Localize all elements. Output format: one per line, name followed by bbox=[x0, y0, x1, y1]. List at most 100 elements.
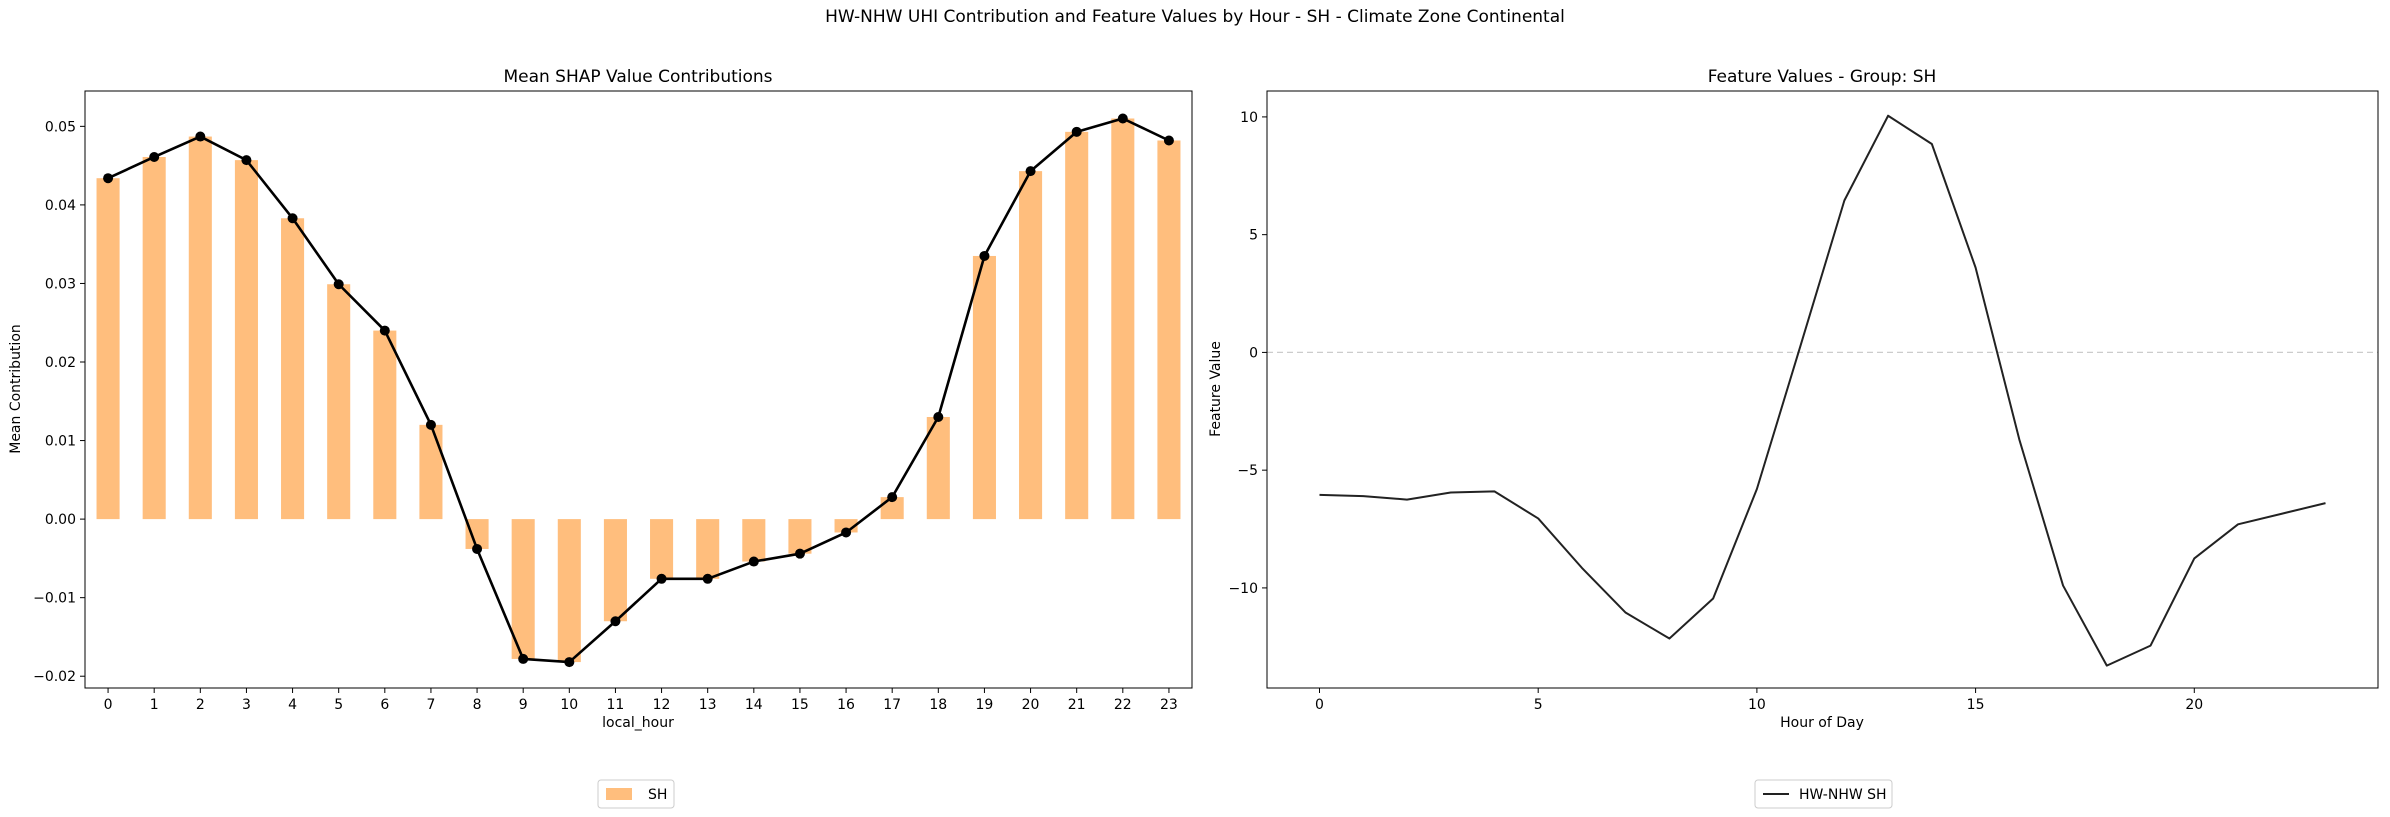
shap-overlay-point bbox=[564, 657, 575, 668]
shap-overlay-point bbox=[979, 250, 990, 261]
shap-bar bbox=[1111, 118, 1135, 520]
shap-bar bbox=[650, 519, 674, 579]
shap-chart-y-tick-label: −0.02 bbox=[33, 669, 76, 685]
shap-chart-x-tick-label: 20 bbox=[1022, 697, 1040, 713]
feature-series-line bbox=[1319, 114, 2326, 667]
shap-bar bbox=[373, 330, 397, 520]
shap-chart-x-ticks: 0 1 2 3 4 5 6 7 8 9 10 11 12 13 14 15 16 17 18 19 20 21 22 23 bbox=[104, 688, 1178, 713]
shap-bar bbox=[188, 136, 212, 520]
shap-bar bbox=[557, 519, 581, 663]
shap-chart-y-tick-label: 0.03 bbox=[45, 276, 76, 292]
feature-chart-x-tick-label: 5 bbox=[1534, 697, 1543, 713]
feature-chart-y-tick-label: 0 bbox=[1249, 345, 1258, 361]
shap-bar bbox=[142, 156, 166, 520]
shap-bar bbox=[327, 284, 351, 520]
shap-chart-x-tick-label: 14 bbox=[745, 697, 763, 713]
shap-overlay-point bbox=[379, 325, 390, 336]
shap-overlay-point bbox=[1025, 166, 1036, 177]
shap-overlay-point bbox=[472, 543, 483, 554]
shap-bar bbox=[419, 424, 443, 520]
shap-overlay-point bbox=[287, 213, 298, 224]
feature-chart-x-ticks: 0 5 10 15 20 bbox=[1315, 688, 2203, 713]
shap-chart-x-tick-label: 10 bbox=[560, 697, 578, 713]
shap-overlay-line bbox=[107, 117, 1170, 664]
shap-chart-x-tick-label: 13 bbox=[699, 697, 717, 713]
feature-chart-y-tick-label: 10 bbox=[1240, 110, 1258, 126]
shap-overlay-point bbox=[841, 527, 852, 538]
shap-overlay-point bbox=[610, 616, 621, 627]
shap-chart-x-tick-label: 0 bbox=[104, 697, 113, 713]
figure-suptitle: HW-NHW UHI Contribution and Feature Valu… bbox=[825, 7, 1565, 27]
shap-overlay-point bbox=[103, 173, 114, 184]
shap-chart-overlay-line bbox=[103, 113, 1174, 668]
shap-chart-legend: SH bbox=[597, 779, 675, 809]
shap-chart-x-tick-label: 7 bbox=[426, 697, 435, 713]
feature-chart-x-axis-label: Hour of Day bbox=[1780, 715, 1864, 731]
shap-bar bbox=[788, 519, 812, 554]
shap-chart-legend-label: SH bbox=[648, 787, 667, 803]
shap-overlay-point bbox=[933, 411, 944, 422]
feature-chart-legend: HW-NHW SH bbox=[1754, 779, 1893, 809]
shap-bar bbox=[1065, 131, 1089, 520]
feature-chart-x-tick-label: 0 bbox=[1315, 697, 1324, 713]
feature-chart-y-tick-label: −10 bbox=[1228, 581, 1258, 597]
shap-chart-x-tick-label: 9 bbox=[519, 697, 528, 713]
shap-chart-y-tick-label: 0.05 bbox=[45, 119, 76, 135]
feature-chart-legend-label: HW-NHW SH bbox=[1799, 787, 1887, 803]
shap-chart-legend-swatch bbox=[606, 788, 632, 800]
shap-chart-y-tick-label: −0.01 bbox=[33, 591, 76, 607]
shap-chart-x-tick-label: 23 bbox=[1160, 697, 1178, 713]
feature-chart-plot-frame bbox=[1266, 90, 2379, 689]
shap-chart-y-tick-label: 0.00 bbox=[45, 512, 76, 528]
shap-bar bbox=[1019, 171, 1043, 520]
shap-chart-x-tick-label: 6 bbox=[380, 697, 389, 713]
shap-bar bbox=[696, 519, 720, 579]
shap-chart-plot-frame bbox=[84, 90, 1193, 689]
shap-overlay-point bbox=[241, 155, 252, 166]
shap-chart-title: Mean SHAP Value Contributions bbox=[503, 67, 772, 87]
shap-overlay-point bbox=[195, 131, 206, 142]
feature-chart-series-line bbox=[1319, 114, 2326, 667]
shap-overlay-point bbox=[656, 573, 667, 584]
shap-chart-x-tick-label: 18 bbox=[929, 697, 947, 713]
shap-chart-y-ticks: −0.02 −0.01 0.00 0.01 0.02 0.03 0.04 0.05 bbox=[33, 119, 85, 685]
shap-overlay-point bbox=[748, 556, 759, 567]
shap-overlay-point bbox=[702, 573, 713, 584]
shap-overlay-point bbox=[518, 653, 529, 664]
shap-chart-x-tick-label: 21 bbox=[1068, 697, 1086, 713]
shap-chart-x-tick-label: 1 bbox=[150, 697, 159, 713]
shap-chart-y-tick-label: 0.01 bbox=[45, 434, 76, 450]
shap-overlay-point bbox=[794, 548, 805, 559]
shap-chart-legend-frame bbox=[597, 779, 675, 809]
shap-bar bbox=[465, 519, 489, 549]
feature-chart-y-axis-label: Feature Value bbox=[1208, 341, 1224, 437]
shap-overlay-point bbox=[887, 492, 898, 503]
shap-chart-x-tick-label: 19 bbox=[976, 697, 994, 713]
feature-chart-title: Feature Values - Group: SH bbox=[1708, 67, 1937, 87]
shap-overlay-point bbox=[425, 419, 436, 430]
feature-chart-x-tick-label: 20 bbox=[2185, 697, 2203, 713]
feature-chart-x-tick-label: 15 bbox=[1967, 697, 1985, 713]
shap-chart-x-tick-label: 4 bbox=[288, 697, 297, 713]
shap-overlay-point bbox=[1163, 135, 1174, 146]
shap-chart-x-tick-label: 5 bbox=[334, 697, 343, 713]
shap-chart-x-tick-label: 22 bbox=[1114, 697, 1132, 713]
feature-chart-legend-frame bbox=[1754, 779, 1893, 809]
shap-bar bbox=[96, 178, 120, 520]
feature-chart-y-ticks: −10 −5 0 5 10 bbox=[1228, 110, 1267, 597]
shap-bar bbox=[511, 519, 535, 659]
feature-chart-x-tick-label: 10 bbox=[1748, 697, 1766, 713]
shap-bar bbox=[603, 519, 627, 622]
shap-chart-x-axis-label: local_hour bbox=[602, 715, 674, 731]
shap-bar bbox=[972, 255, 996, 520]
shap-chart-x-tick-label: 17 bbox=[883, 697, 901, 713]
shap-overlay-point bbox=[149, 151, 160, 162]
shap-chart-y-axis-label: Mean Contribution bbox=[8, 324, 24, 454]
shap-chart-x-tick-label: 3 bbox=[242, 697, 251, 713]
shap-overlay-point bbox=[333, 279, 344, 290]
shap-bar bbox=[234, 160, 258, 520]
shap-chart-x-tick-label: 2 bbox=[196, 697, 205, 713]
shap-chart-bars bbox=[96, 118, 1181, 663]
